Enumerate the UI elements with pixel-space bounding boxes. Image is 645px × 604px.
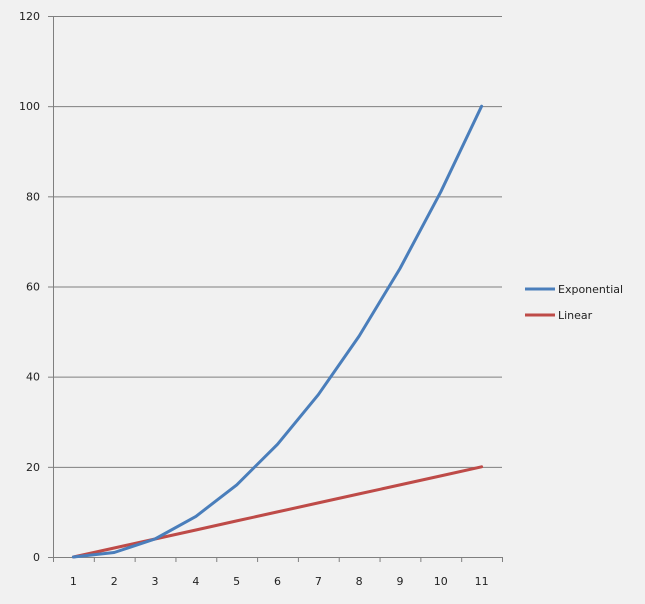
- x-tick-label: 4: [192, 575, 199, 588]
- legend-label: Linear: [558, 309, 593, 322]
- axes: [48, 16, 503, 562]
- series-lines: [71, 104, 484, 559]
- tick-labels: 0 20 40 60 80 100 120 1 2 3 4 5 6 7 8 9 10 11: [19, 10, 489, 588]
- x-tick-label: 11: [475, 575, 489, 588]
- y-tick-label: 0: [33, 551, 40, 564]
- x-tick-label: 5: [233, 575, 240, 588]
- x-tick-label: 10: [434, 575, 448, 588]
- y-tick-label: 100: [19, 100, 40, 113]
- x-tick-label: 2: [111, 575, 118, 588]
- y-tick-label: 20: [26, 461, 40, 474]
- x-tick-label: 3: [152, 575, 159, 588]
- y-tick-label: 80: [26, 190, 40, 203]
- legend-label: Exponential: [558, 283, 623, 296]
- x-tick-label: 9: [396, 575, 403, 588]
- y-tick-label: 40: [26, 371, 40, 384]
- series-line-exponential: [71, 104, 484, 559]
- x-tick-label: 1: [70, 575, 77, 588]
- x-tick-label: 7: [315, 575, 322, 588]
- gridlines: [53, 16, 502, 468]
- x-tick-label: 6: [274, 575, 281, 588]
- y-tick-label: 60: [26, 281, 40, 294]
- x-tick-label: 8: [356, 575, 363, 588]
- legend: Exponential Linear: [525, 283, 623, 322]
- y-tick-label: 120: [19, 10, 40, 23]
